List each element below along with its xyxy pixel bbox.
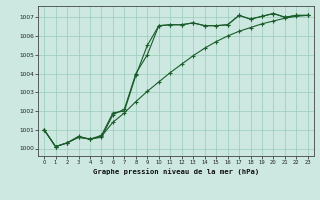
X-axis label: Graphe pression niveau de la mer (hPa): Graphe pression niveau de la mer (hPa) (93, 168, 259, 175)
